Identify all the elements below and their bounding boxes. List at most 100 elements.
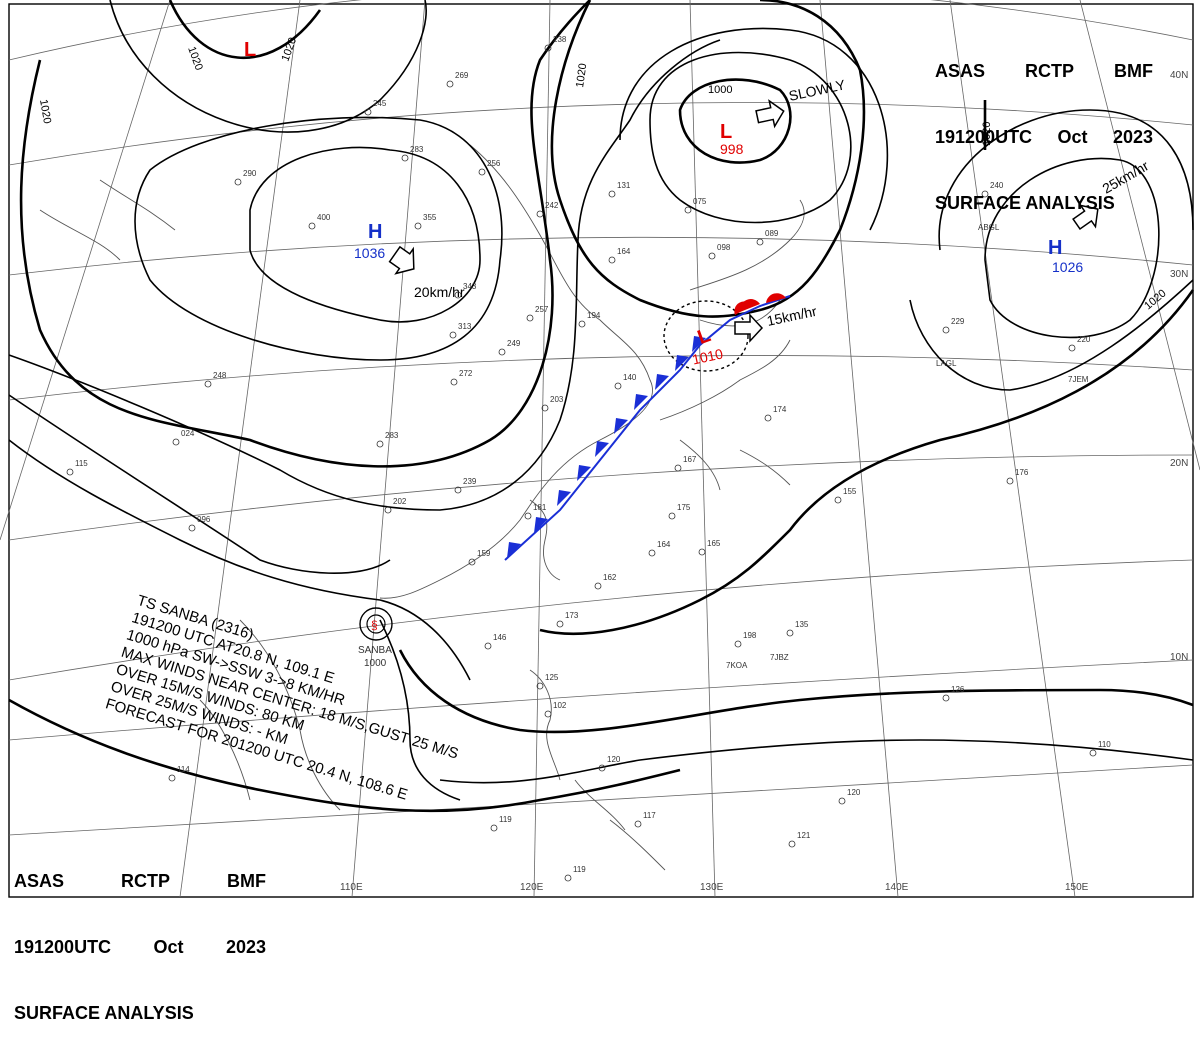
station-pressure: 159 [477,549,491,558]
header-code: BMF [226,871,266,891]
station-circle [594,582,602,590]
station-circle [526,314,534,322]
header-month: Oct [153,937,184,957]
station-pressure: 115 [75,459,88,468]
station-pressure: 249 [507,339,521,348]
station-circle [449,331,457,339]
station-pressure: 238 [553,35,567,44]
isobar-east-high-inner [984,157,1160,339]
station-pressure: 198 [743,631,757,640]
header-month: Oct [1057,127,1088,147]
station-circle [788,840,796,848]
station-circle [384,506,392,514]
station-circle [446,80,454,88]
station-circle [454,486,462,494]
station-circle [634,820,642,828]
station-pressure: 119 [499,815,512,824]
station-circle [764,414,772,422]
station-code: 7KOA [726,661,748,670]
station-pressure: 181 [533,503,547,512]
station-pressure: 121 [797,831,811,840]
station-pressure: 343 [463,282,477,291]
high-center-motion: 20km/hr [414,284,465,300]
station-pressure: 220 [1077,335,1091,344]
station-circle [838,797,846,805]
station-circle [578,320,586,328]
isobar-label: 1020 [574,63,589,89]
station-circle [541,404,549,412]
front-line [504,295,791,561]
parallel-10n [8,659,1194,741]
high-east-value: 1026 [1052,259,1083,275]
station-pressure: 256 [487,159,501,168]
lon-label: 130E [700,882,724,893]
station-circle [598,764,606,772]
station-pressure: 146 [493,633,507,642]
lon-label: 150E [1065,882,1089,893]
station-circle [556,620,564,628]
storm-icon: § [371,618,378,632]
station-pressure: 140 [623,373,637,382]
station-code: LAGL [936,359,957,368]
station-circle [668,512,676,520]
station-pressure: 400 [317,213,331,222]
station-circle [454,291,462,299]
station-pressure: 355 [423,213,437,222]
cold-front-triangle [595,441,609,457]
station-pressure: 089 [765,229,779,238]
station-pressure: 173 [565,611,579,620]
station-pressure: 120 [607,755,621,764]
cold-front-triangles [507,336,706,558]
station-circle [536,210,544,218]
motion-arrow-icon [1072,204,1099,230]
station-pressure: 155 [843,487,857,496]
station-circle [834,496,842,504]
lat-label: 30N [1170,269,1188,280]
isobar-label: 1020 [1142,287,1168,312]
isobar-label: 1020 [37,98,53,124]
station-circle [524,512,532,520]
isobar-high-inner [249,146,481,323]
station-circle [498,348,506,356]
lat-label: 20N [1170,458,1188,469]
motion-arrow-icon [388,245,415,275]
station-circle [450,378,458,386]
station-circle [708,252,716,260]
meridian-120e [533,0,551,898]
isobar-1020-northeast [550,0,866,318]
station-circle [414,222,422,230]
station-circle [648,549,656,557]
station-pressure: 313 [458,322,472,331]
isobar-label: 1020 [280,36,300,63]
header-row-2: 191200UTC Oct 2023 [935,126,1153,148]
station-circle [942,326,950,334]
lon-label: 140E [885,882,909,893]
isobar-1000 [678,78,792,164]
station-circle [468,558,476,566]
station-circle [364,108,372,116]
station-circle [1006,477,1014,485]
isobar-labels: 1020 1020 1020 1020 1020 1020 1000 [37,36,1169,312]
station-codes: 7KOA 7JBZ 7JEM ABGL LAGL [726,223,1089,670]
station-pressure: 290 [243,169,257,178]
station-pressure: 174 [773,405,787,414]
station-circle [536,682,544,690]
station-circle [786,629,794,637]
station-circle [376,440,384,448]
low-front-value: 1010 [691,345,725,367]
cold-front-triangle [634,394,648,410]
header-title: SURFACE ANALYSIS [14,1003,194,1023]
latitude-labels: 40N 30N 20N 10N [1170,70,1188,663]
parallel-30n [8,236,1194,276]
station-circle [478,168,486,176]
station-pressure: 125 [545,673,559,682]
isobar-label: 1020 [185,45,205,72]
weather-map: 1020 1020 1020 1020 1020 1020 1000 L H 1… [0,0,1200,898]
low-okhotsk-letter: L [720,121,732,143]
station-circle [614,382,622,390]
cold-front-triangle [692,336,706,352]
low-okhotsk-value: 998 [720,141,744,157]
station-pressure: 229 [951,317,965,326]
warm-front-semicircles [734,293,786,315]
station-pressure: 257 [535,305,549,314]
